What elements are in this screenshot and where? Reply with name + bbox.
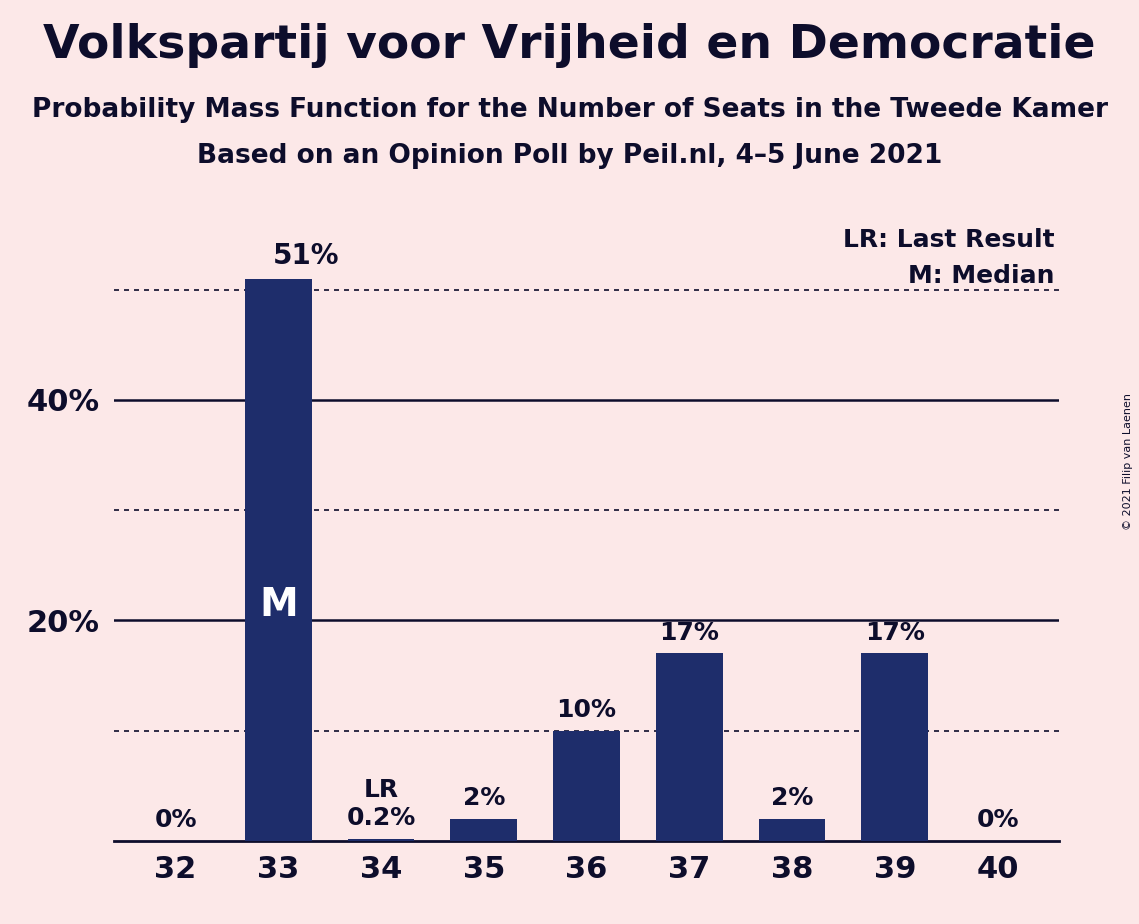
Bar — [450, 819, 517, 841]
Text: M: Median: M: Median — [908, 264, 1055, 288]
Text: © 2021 Filip van Laenen: © 2021 Filip van Laenen — [1123, 394, 1133, 530]
Bar — [656, 653, 723, 841]
Bar — [554, 731, 620, 841]
Text: 10%: 10% — [557, 698, 616, 722]
Bar — [347, 839, 415, 841]
Text: Based on an Opinion Poll by Peil.nl, 4–5 June 2021: Based on an Opinion Poll by Peil.nl, 4–5… — [197, 143, 942, 169]
Text: Volkspartij voor Vrijheid en Democratie: Volkspartij voor Vrijheid en Democratie — [43, 23, 1096, 68]
Text: 0%: 0% — [976, 808, 1019, 832]
Bar — [759, 819, 826, 841]
Text: LR: Last Result: LR: Last Result — [843, 228, 1055, 252]
Text: 0%: 0% — [154, 808, 197, 832]
Text: 17%: 17% — [659, 621, 720, 645]
Text: Probability Mass Function for the Number of Seats in the Tweede Kamer: Probability Mass Function for the Number… — [32, 97, 1107, 123]
Text: 2%: 2% — [771, 786, 813, 810]
Text: 2%: 2% — [462, 786, 505, 810]
Text: 51%: 51% — [273, 242, 339, 270]
Bar — [245, 279, 312, 841]
Text: LR
0.2%: LR 0.2% — [346, 778, 416, 830]
Text: M: M — [259, 586, 297, 624]
Text: 17%: 17% — [865, 621, 925, 645]
Bar — [861, 653, 928, 841]
